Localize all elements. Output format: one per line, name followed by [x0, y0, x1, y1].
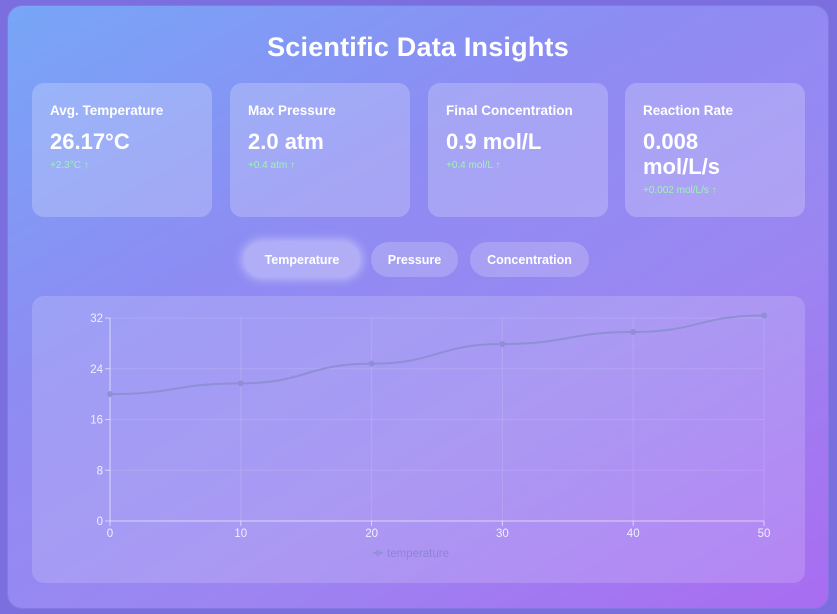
x-tick-label: 40 [627, 528, 640, 540]
x-tick-label: 0 [107, 528, 113, 540]
temperature-data-point [499, 341, 506, 348]
dashboard-frame: Scientific Data Insights Avg. Temperatur… [8, 6, 828, 608]
stat-card-pressure: Max Pressure 2.0 atm +0.4 atm ↑ [230, 83, 410, 217]
page-title: Scientific Data Insights [267, 32, 569, 62]
stat-card-value: 0.008 mol/L/s [643, 129, 721, 179]
temperature-data-point [237, 380, 244, 387]
stat-card-value: 2.0 atm [248, 129, 324, 154]
y-tick-label: 16 [90, 415, 103, 427]
stat-card-value: 0.9 mol/L [446, 129, 542, 154]
stat-card-concentration: Final Concentration 0.9 mol/L +0.4 mol/L… [428, 83, 608, 217]
temperature-series-line [109, 314, 765, 396]
y-tick-label: 24 [90, 364, 103, 376]
temperature-data-point [630, 328, 637, 335]
y-tick-label: 8 [97, 465, 103, 477]
stat-card-label: Avg. Temperature [50, 103, 164, 118]
stat-card-change: +0.4 mol/L ↑ [446, 160, 501, 171]
temperature-line-chart: 0 8 16 24 32 0 10 20 30 40 50 temperature [90, 312, 771, 560]
x-tick-label: 50 [758, 528, 771, 540]
x-tick-label: 10 [234, 528, 247, 540]
stat-card-temperature: Avg. Temperature 26.17°C +2.3°C ↑ [32, 83, 212, 217]
tab-temperature[interactable]: Temperature [244, 242, 360, 277]
y-tick-label: 32 [90, 313, 103, 325]
stat-card-label: Reaction Rate [643, 103, 734, 118]
stat-card-change: +0.4 atm ↑ [248, 160, 295, 171]
tab-pressure[interactable]: Pressure [371, 242, 458, 277]
temperature-data-point [368, 360, 375, 367]
stat-card-label: Max Pressure [248, 103, 336, 118]
stat-card-label: Final Concentration [446, 103, 573, 118]
y-tick-label: 0 [97, 516, 103, 528]
legend-label: temperature [387, 548, 449, 560]
legend-marker-icon [375, 550, 381, 556]
temperature-data-point [107, 391, 113, 398]
x-tick-label: 20 [365, 528, 378, 540]
stat-card-value: 26.17°C [50, 129, 130, 154]
tab-concentration[interactable]: Concentration [470, 242, 589, 277]
stat-card-reaction-rate: Reaction Rate 0.008 mol/L/s +0.002 mol/L… [625, 83, 805, 217]
stat-card-change: +0.002 mol/L/s ↑ [643, 185, 717, 196]
chart-panel: 0 8 16 24 32 0 10 20 30 40 50 temperature [32, 296, 805, 583]
temperature-data-point [761, 312, 767, 319]
stat-card-change: +2.3°C ↑ [50, 160, 89, 171]
x-tick-label: 30 [496, 528, 509, 540]
